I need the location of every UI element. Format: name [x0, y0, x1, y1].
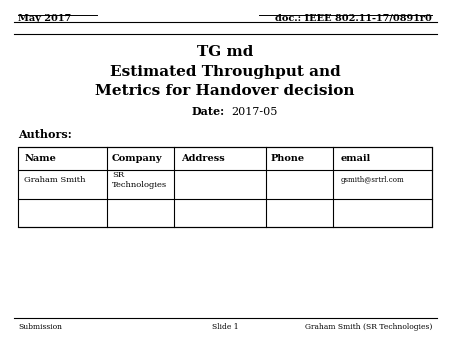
Text: Authors:: Authors:: [18, 129, 72, 140]
Text: Slide 1: Slide 1: [212, 323, 239, 331]
Text: 2017-05: 2017-05: [232, 106, 278, 117]
Bar: [18, 147, 432, 227]
Text: Estimated Throughput and: Estimated Throughput and: [110, 65, 340, 79]
Text: gsmith@srtrl.com: gsmith@srtrl.com: [340, 176, 404, 184]
Text: email: email: [340, 154, 370, 163]
Text: TG md: TG md: [197, 45, 253, 59]
Text: Metrics for Handover decision: Metrics for Handover decision: [95, 84, 355, 98]
Text: Graham Smith (SR Technologies): Graham Smith (SR Technologies): [305, 323, 432, 331]
Text: Name: Name: [24, 154, 56, 163]
Text: doc.: IEEE 802.11-17/0891r0: doc.: IEEE 802.11-17/0891r0: [275, 14, 432, 23]
Text: Phone: Phone: [270, 154, 305, 163]
Text: Graham Smith: Graham Smith: [24, 176, 86, 184]
Text: Submission: Submission: [18, 323, 62, 331]
Text: Address: Address: [181, 154, 225, 163]
Text: Company: Company: [112, 154, 162, 163]
Text: May 2017: May 2017: [18, 14, 71, 23]
Text: SR
Technologies: SR Technologies: [112, 171, 167, 189]
Text: Date:: Date:: [192, 106, 225, 117]
